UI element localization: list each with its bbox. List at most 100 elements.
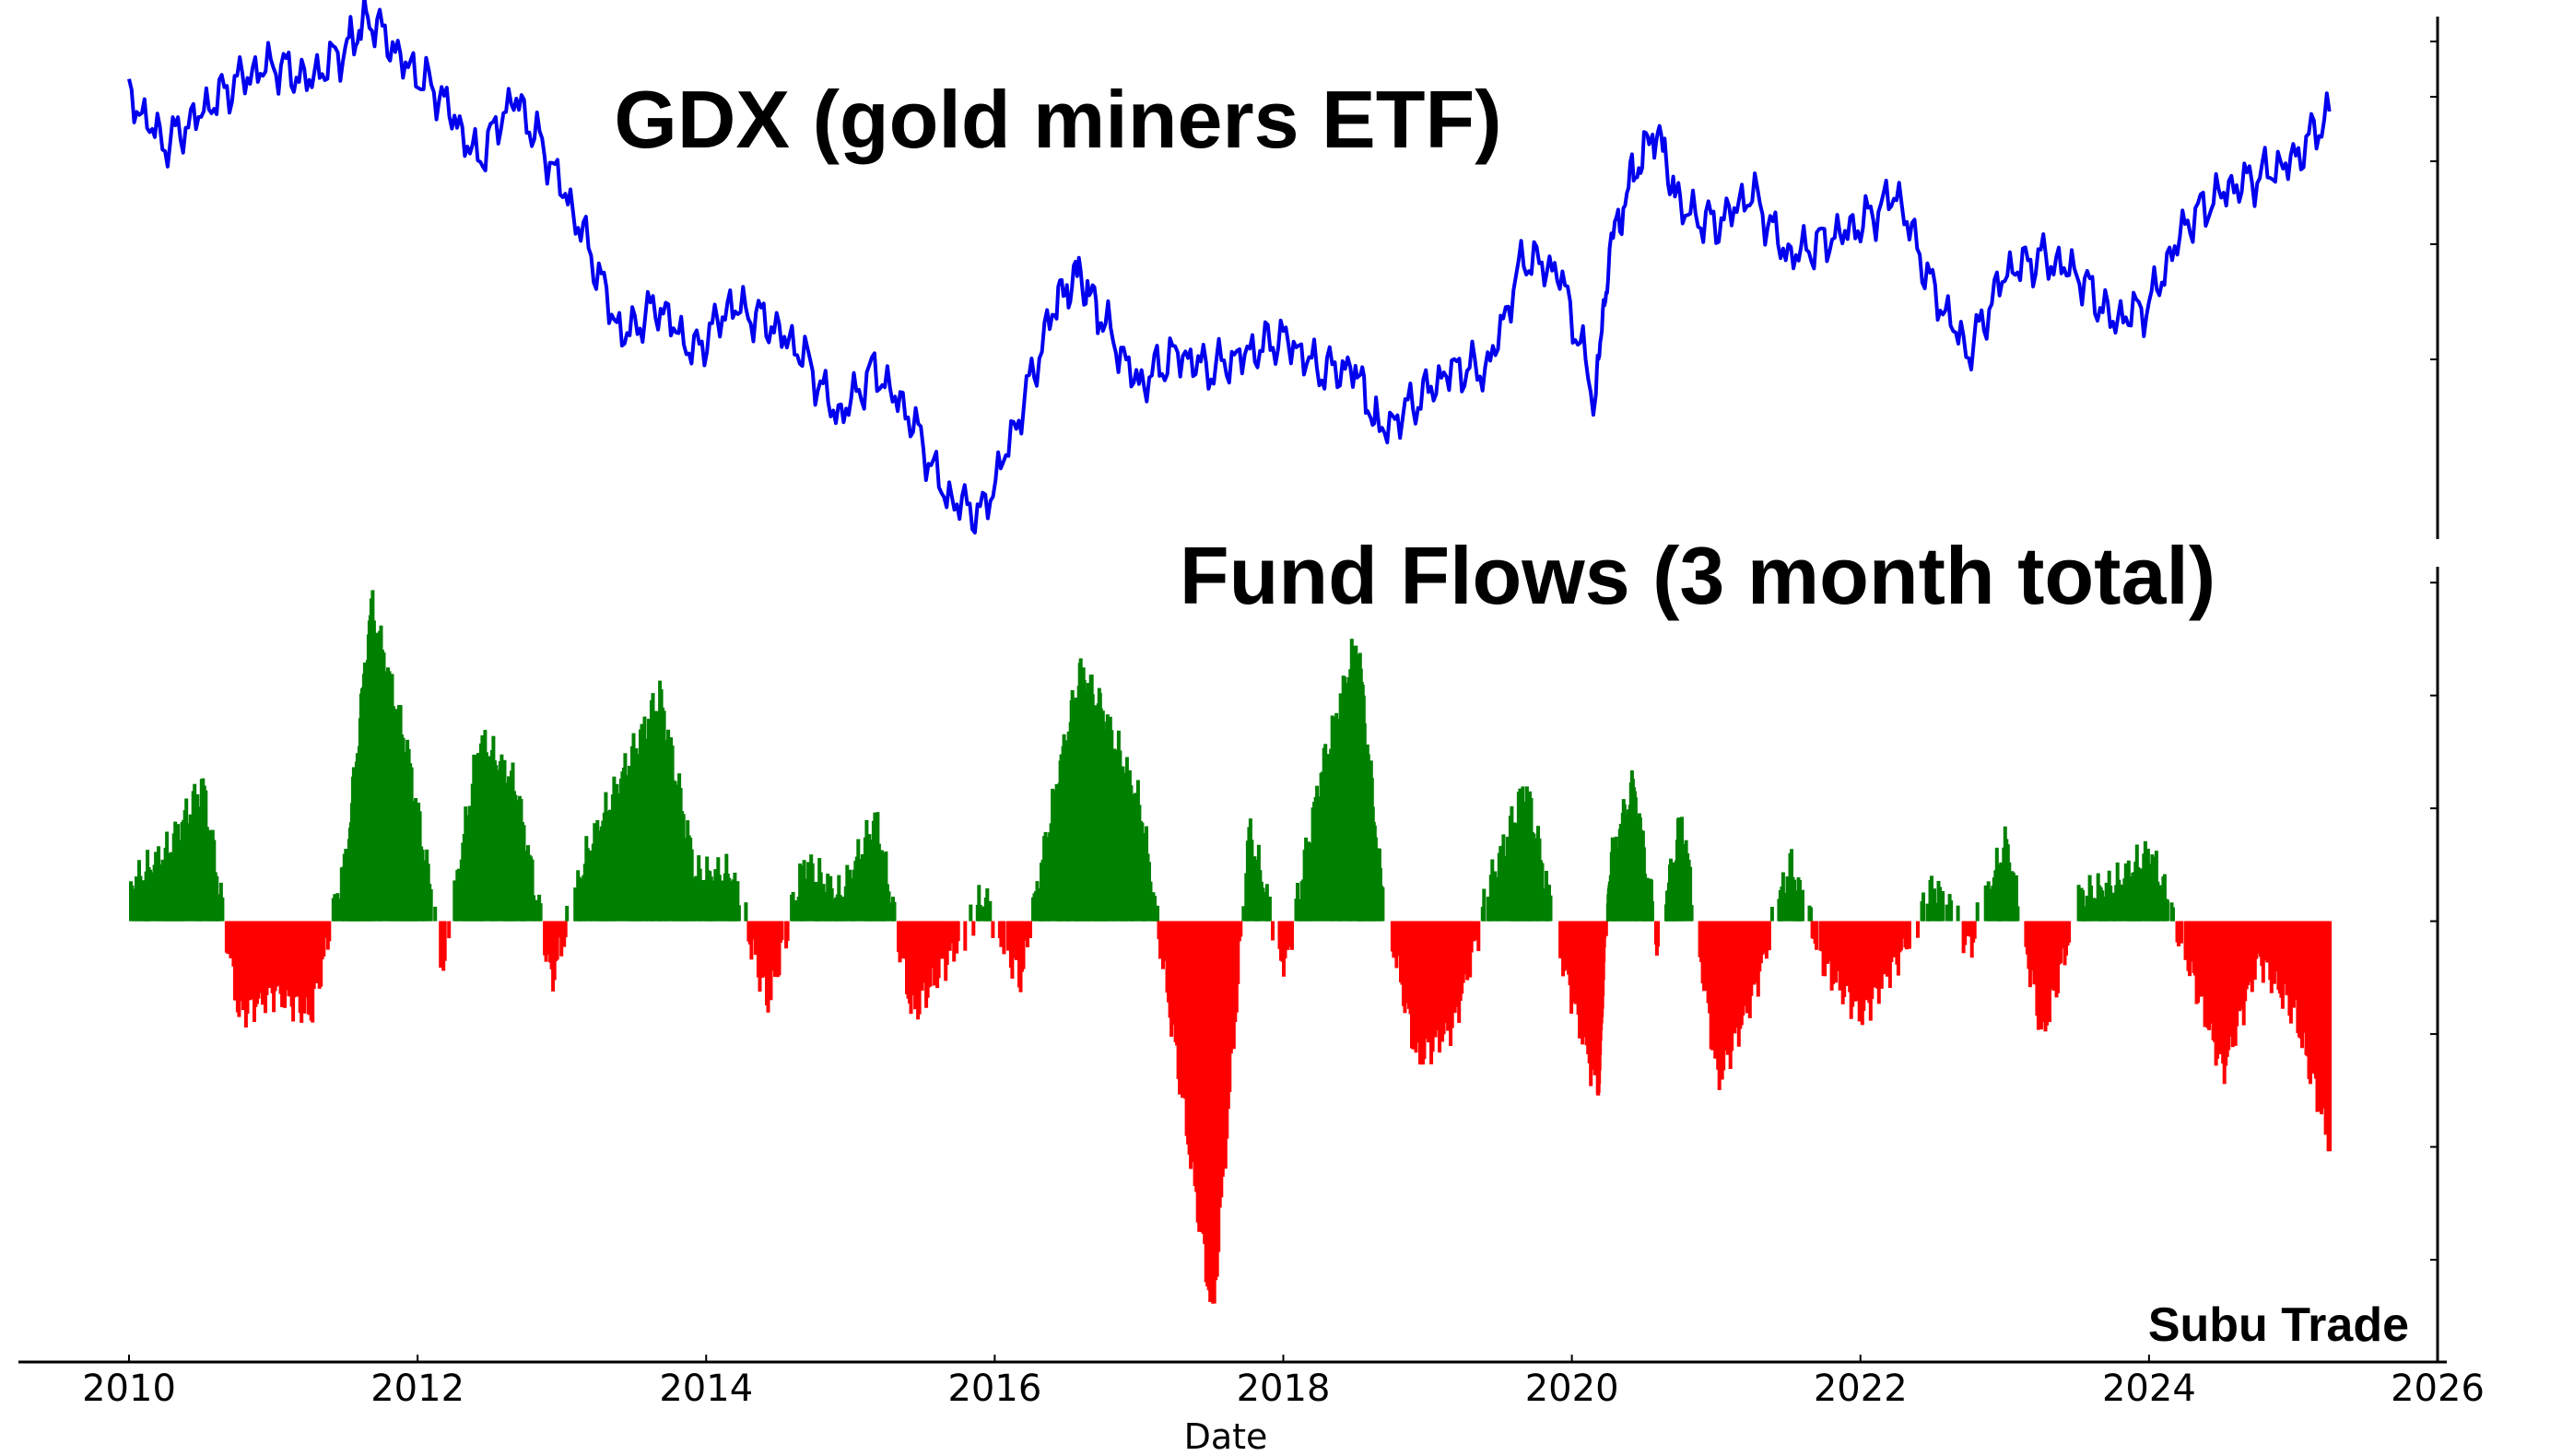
flow-bar-negative bbox=[971, 921, 976, 936]
flow-bar-negative bbox=[555, 921, 559, 960]
flow-bar-positive bbox=[2100, 890, 2105, 922]
flow-bar-positive bbox=[829, 887, 834, 922]
x-tick-label: 2018 bbox=[1237, 1368, 1331, 1410]
flow-bar-negative bbox=[1972, 921, 1977, 939]
flow-bar-positive bbox=[2081, 889, 2086, 922]
flow-bar-negative bbox=[563, 921, 568, 937]
flow-bar-negative bbox=[322, 921, 326, 957]
flow-bar-positive bbox=[1975, 902, 1980, 922]
flow-bar-negative bbox=[1023, 921, 1027, 941]
flow-bar-positive bbox=[535, 899, 539, 922]
flow-bar-positive bbox=[735, 881, 740, 922]
flow-bar-positive bbox=[1956, 905, 1960, 922]
flow-bar-positive bbox=[538, 903, 543, 922]
flow-bar-negative bbox=[1290, 921, 1294, 950]
x-tick-label: 2024 bbox=[2102, 1368, 2196, 1410]
flow-bar-positive bbox=[1988, 888, 1992, 922]
x-tick-label: 2012 bbox=[370, 1368, 464, 1410]
flow-bar-negative bbox=[1963, 921, 1968, 945]
x-axis-label: Date bbox=[1184, 1416, 1268, 1456]
flow-bar-negative bbox=[1815, 921, 1819, 950]
flows-chart-title: Fund Flows (3 month total) bbox=[1180, 530, 2215, 621]
flow-bar-positive bbox=[530, 859, 535, 922]
flow-bar-positive bbox=[1296, 883, 1299, 922]
flow-bar-positive bbox=[981, 906, 985, 922]
flow-bar-positive bbox=[736, 905, 741, 922]
flow-bar-positive bbox=[892, 901, 897, 922]
flow-bar-positive bbox=[1482, 888, 1487, 922]
flow-bar-positive bbox=[1261, 887, 1265, 922]
flow-bar-negative bbox=[1236, 921, 1240, 984]
flow-bar-positive bbox=[1809, 907, 1813, 922]
flow-bar-positive bbox=[977, 885, 981, 922]
flow-bar-negative bbox=[1604, 921, 1608, 936]
flow-bar-negative bbox=[1469, 921, 1474, 953]
x-axis: 2010 2012 2014 2016 2018 2020 2022 2024 2026 bbox=[18, 1355, 2485, 1410]
flow-bar-positive bbox=[1769, 907, 1774, 922]
flow-bar-positive bbox=[1381, 887, 1385, 922]
flow-bar-positive bbox=[791, 891, 795, 922]
flow-bar-negative bbox=[2328, 921, 2333, 1152]
flow-bar-positive bbox=[744, 902, 748, 922]
flow-bar-positive bbox=[2171, 907, 2175, 922]
flow-bar-positive bbox=[1241, 906, 1246, 922]
flow-bar-negative bbox=[785, 921, 790, 941]
flow-bar-positive bbox=[888, 902, 892, 922]
x-tick-label: 2022 bbox=[1814, 1368, 1908, 1410]
price-chart-title: GDX (gold miners ETF) bbox=[614, 74, 1501, 165]
flow-bar-positive bbox=[429, 889, 433, 922]
flow-bar-negative bbox=[1002, 921, 1006, 955]
flow-bar-negative bbox=[749, 921, 754, 960]
flow-bar-positive bbox=[130, 885, 135, 922]
flow-bar-negative bbox=[447, 921, 452, 939]
flow-bar-negative bbox=[1271, 921, 1275, 941]
flow-bar-negative bbox=[323, 921, 327, 938]
x-tick-label: 2016 bbox=[947, 1368, 1041, 1410]
flow-bar-negative bbox=[1476, 921, 1481, 952]
flow-bar-positive bbox=[1801, 889, 1804, 922]
flow-bar-negative bbox=[963, 921, 968, 951]
flow-bar-positive bbox=[1949, 900, 1954, 922]
x-tick-label: 2020 bbox=[1525, 1368, 1619, 1410]
flow-bar-positive bbox=[2014, 875, 2018, 922]
flow-bar-negative bbox=[1472, 921, 1476, 942]
flow-bar-negative bbox=[2180, 921, 2183, 944]
flow-bar-positive bbox=[821, 884, 826, 922]
flow-bar-positive bbox=[1688, 866, 1693, 922]
flow-bar-positive bbox=[1922, 892, 1925, 922]
x-tick-label: 2014 bbox=[659, 1368, 753, 1410]
flow-bar-negative bbox=[1239, 921, 1243, 937]
price-axes bbox=[127, 0, 2439, 539]
flow-bar-positive bbox=[2165, 899, 2169, 922]
flow-bar-negative bbox=[1028, 921, 1032, 938]
flow-bar-positive bbox=[220, 898, 225, 922]
flow-bar-positive bbox=[969, 904, 973, 922]
flow-bar-positive bbox=[978, 905, 982, 922]
flow-bar-negative bbox=[327, 921, 332, 942]
flow-bar-positive bbox=[1945, 904, 1949, 922]
flow-bar-positive bbox=[1156, 905, 1159, 922]
flow-bar-negative bbox=[442, 921, 447, 961]
watermark-text: Subu Trade bbox=[2148, 1298, 2409, 1352]
flow-bar-negative bbox=[1760, 921, 1765, 955]
flow-bar-positive bbox=[2016, 906, 2020, 922]
flow-bar-positive bbox=[433, 906, 438, 922]
flow-bar-negative bbox=[1021, 921, 1026, 969]
flow-bar-negative bbox=[991, 921, 995, 938]
flow-bar-positive bbox=[1941, 891, 1945, 922]
flow-bar-positive bbox=[565, 906, 570, 922]
flow-bar-positive bbox=[988, 900, 993, 922]
flow-bar-negative bbox=[777, 921, 782, 976]
flow-bar-positive bbox=[1649, 879, 1653, 922]
x-tick-label: 2010 bbox=[82, 1368, 176, 1410]
price-series-line bbox=[127, 0, 2332, 534]
flow-bar-negative bbox=[1966, 921, 1970, 936]
flow-bar-positive bbox=[2109, 886, 2113, 922]
flow-bar-positive bbox=[1148, 881, 1153, 922]
flow-bar-negative bbox=[956, 921, 960, 942]
flow-bar-negative bbox=[1656, 921, 1660, 947]
flow-bar-negative bbox=[2067, 921, 2072, 943]
flow-bar-negative bbox=[1916, 921, 1920, 938]
flow-bar-positive bbox=[2162, 874, 2167, 922]
